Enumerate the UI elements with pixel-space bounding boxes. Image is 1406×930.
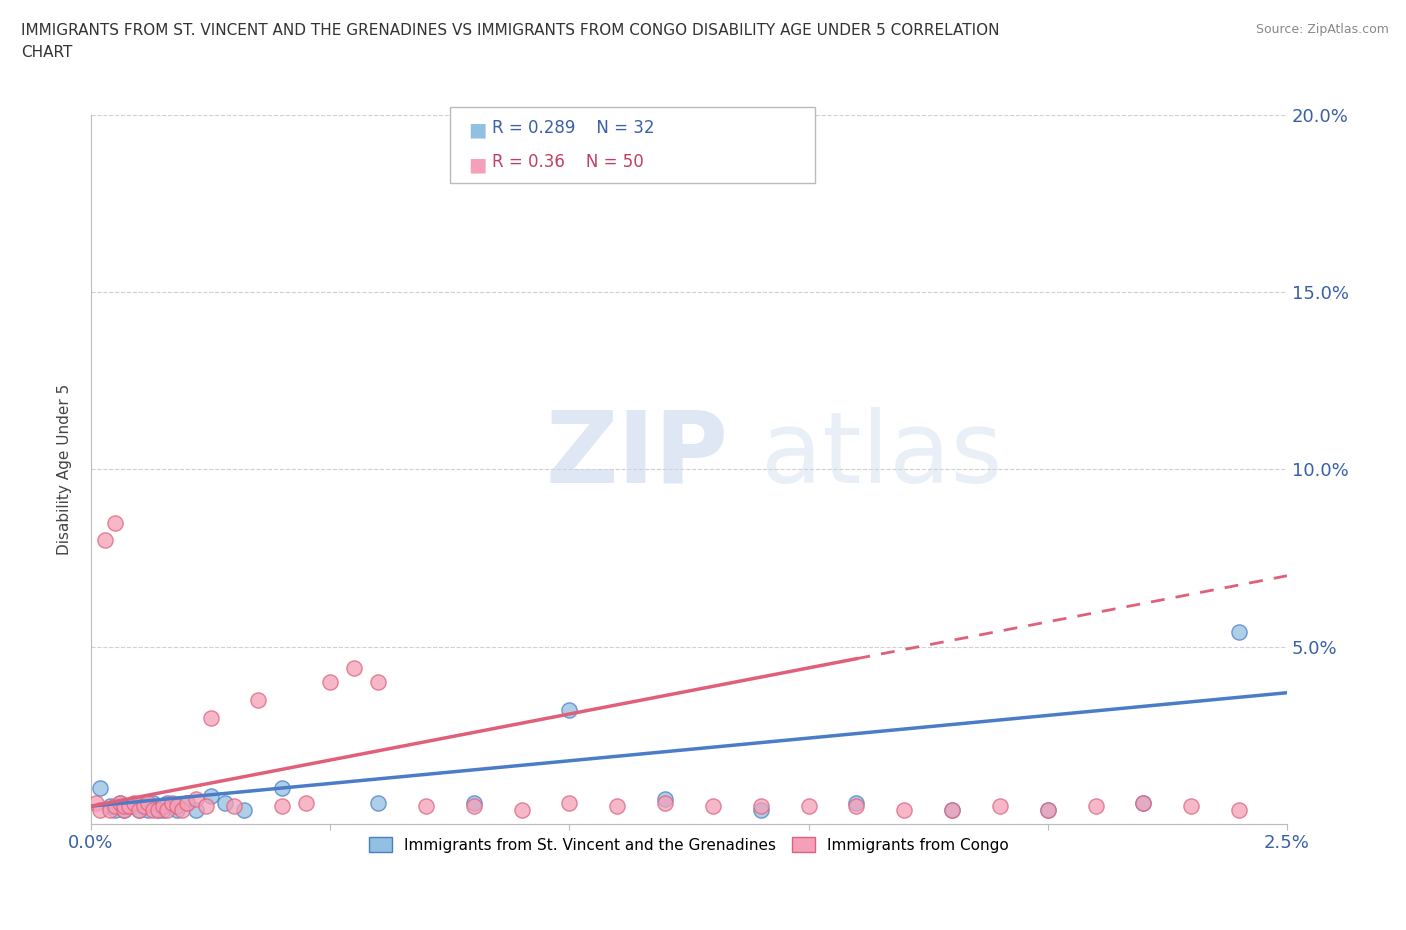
Point [118, 799, 141, 814]
Y-axis label: Disability Age Under 5: Disability Age Under 5 [58, 384, 72, 555]
Point [122, 799, 145, 814]
Point [367, 674, 389, 689]
Point [142, 795, 165, 810]
Point [319, 674, 342, 689]
Text: R = 0.36    N = 50: R = 0.36 N = 50 [492, 153, 644, 171]
Point [104, 799, 127, 814]
Point [224, 799, 246, 814]
Point [112, 803, 135, 817]
Point [988, 799, 1011, 814]
Point [104, 515, 127, 530]
Point [132, 795, 155, 810]
Point [89, 803, 111, 817]
Point [200, 711, 222, 725]
Point [186, 791, 208, 806]
Point [1036, 803, 1059, 817]
Point [122, 795, 145, 810]
Point [194, 799, 217, 814]
Point [200, 788, 222, 803]
Point [463, 799, 485, 814]
Text: ■: ■ [468, 121, 486, 140]
Point [797, 799, 820, 814]
Point [138, 803, 160, 817]
Point [162, 799, 184, 814]
Point [1180, 799, 1202, 814]
Point [367, 795, 389, 810]
Point [233, 803, 256, 817]
Point [271, 799, 294, 814]
Point [128, 803, 150, 817]
Point [146, 803, 169, 817]
Point [108, 795, 131, 810]
Text: atlas: atlas [761, 406, 1002, 504]
Point [108, 795, 131, 810]
Point [702, 799, 724, 814]
Point [1036, 803, 1059, 817]
Point [845, 795, 868, 810]
Point [893, 803, 915, 817]
Point [166, 799, 188, 814]
Text: ■: ■ [468, 155, 486, 174]
Text: R = 0.289    N = 32: R = 0.289 N = 32 [492, 119, 655, 137]
Point [558, 703, 581, 718]
Point [152, 799, 174, 814]
Point [941, 803, 963, 817]
Point [941, 803, 963, 817]
Point [247, 692, 270, 707]
Point [146, 803, 169, 817]
Point [295, 795, 318, 810]
Point [156, 795, 179, 810]
Text: IMMIGRANTS FROM ST. VINCENT AND THE GRENADINES VS IMMIGRANTS FROM CONGO DISABILI: IMMIGRANTS FROM ST. VINCENT AND THE GREN… [21, 23, 1000, 38]
Point [214, 795, 236, 810]
Point [104, 803, 127, 817]
Point [558, 795, 581, 810]
Point [142, 803, 165, 817]
Point [84, 795, 107, 810]
Point [170, 803, 193, 817]
Point [749, 803, 772, 817]
Point [1084, 799, 1107, 814]
Point [118, 799, 141, 814]
Point [166, 803, 188, 817]
Point [152, 803, 174, 817]
Point [654, 791, 676, 806]
Point [654, 795, 676, 810]
Point [1227, 803, 1250, 817]
Point [1227, 625, 1250, 640]
Point [1132, 795, 1154, 810]
Legend: Immigrants from St. Vincent and the Grenadines, Immigrants from Congo: Immigrants from St. Vincent and the Gren… [363, 830, 1015, 858]
Text: ZIP: ZIP [546, 406, 728, 504]
Point [98, 799, 121, 814]
Point [606, 799, 628, 814]
Point [156, 803, 179, 817]
Point [112, 799, 135, 814]
Point [176, 795, 198, 810]
Point [343, 660, 366, 675]
Point [510, 803, 533, 817]
Point [845, 799, 868, 814]
Point [415, 799, 437, 814]
Point [94, 533, 117, 548]
Point [128, 803, 150, 817]
Point [89, 781, 111, 796]
Point [132, 799, 155, 814]
Point [749, 799, 772, 814]
Point [98, 803, 121, 817]
Point [138, 795, 160, 810]
Point [162, 795, 184, 810]
Text: CHART: CHART [21, 45, 73, 60]
Point [112, 803, 135, 817]
Text: Source: ZipAtlas.com: Source: ZipAtlas.com [1256, 23, 1389, 36]
Point [186, 803, 208, 817]
Point [1132, 795, 1154, 810]
Point [271, 781, 294, 796]
Point [176, 795, 198, 810]
Point [463, 795, 485, 810]
